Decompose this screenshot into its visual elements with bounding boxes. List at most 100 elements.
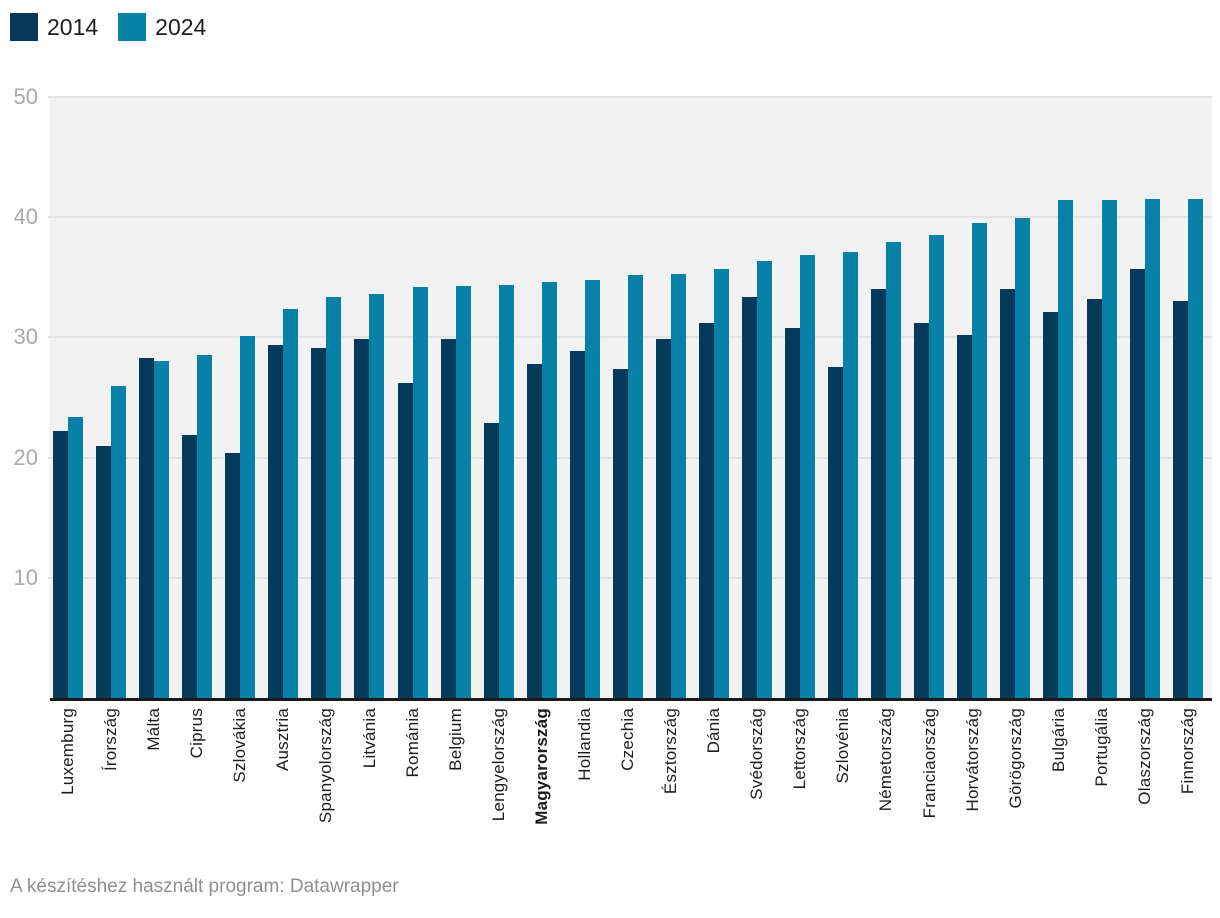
bar-group-lengyelorszag [483,97,514,698]
bar-2014-horvatorszag[interactable] [957,335,973,698]
bar-2014-irorszag[interactable] [96,445,112,698]
bar-group-lettorszag [785,97,816,698]
bar-group-nemetorszag [871,97,902,698]
bar-2024-dania[interactable] [713,268,729,698]
gridline-40 [48,216,1212,219]
bar-2014-portugalia[interactable] [1086,298,1102,698]
bar-2014-belgium[interactable] [440,338,456,698]
bar-2024-ciprus[interactable] [197,355,213,698]
legend-item-2024: 2024 [118,13,206,41]
bar-2014-gorogorszag[interactable] [1000,289,1016,698]
bar-2014-esztorszag[interactable] [655,338,671,698]
bar-2024-svedorszag[interactable] [757,260,772,698]
bar-group-franciaorszag [914,97,945,698]
bar-2024-belgium[interactable] [455,285,471,698]
bar-2024-romania[interactable] [412,286,428,698]
bar-2014-ausztria[interactable] [268,344,284,698]
y-tick-label-20: 20 [13,444,38,470]
bar-group-gorogorszag [1000,97,1031,698]
legend-swatch-2024-icon [118,13,147,41]
bar-group-szlovenia [828,97,859,698]
bar-2014-olaszorszag[interactable] [1129,268,1145,698]
bar-2014-magyarorszag[interactable] [526,363,542,698]
bar-group-czechia [612,97,643,698]
bar-2014-ciprus[interactable] [182,434,198,698]
x-axis-label-franciaorszag: Franciaország [919,708,939,819]
bar-2024-esztorszag[interactable] [670,273,686,698]
bar-2024-spanyolorszag[interactable] [326,296,342,698]
x-axis-label-czechia: Czechia [618,708,637,771]
bar-2014-finnorszag[interactable] [1172,301,1188,698]
legend-label-2014: 2014 [47,14,99,40]
x-axis-label-magyarorszag: Magyarország [531,708,551,825]
bar-group-hollandia [569,97,600,698]
bar-2014-dania[interactable] [698,323,714,698]
bar-2014-romania[interactable] [397,383,413,698]
x-axis-label-hollandia: Hollandia [574,708,594,781]
bar-2014-franciaorszag[interactable] [914,323,930,698]
bar-2024-gorogorszag[interactable] [1015,218,1031,698]
y-tick-label-10: 10 [13,564,38,590]
x-axis-label-horvatorszag: Horvátország [962,708,982,812]
bar-2014-luxemburg[interactable] [53,431,68,698]
bar-2014-lengyelorszag[interactable] [483,422,499,698]
bar-2024-luxemburg[interactable] [68,416,83,698]
bar-group-romania [397,97,428,698]
bar-group-esztorszag [655,97,686,698]
bar-2024-portugalia[interactable] [1101,200,1117,698]
bar-group-bulgaria [1043,97,1074,698]
bar-2014-bulgaria[interactable] [1043,312,1059,698]
bar-2024-czechia[interactable] [627,274,643,698]
x-axis-label-spanyolorszag: Spanyolország [316,708,336,824]
bar-2014-szlovenia[interactable] [828,367,844,698]
bar-2014-czechia[interactable] [612,368,628,698]
bar-2014-hollandia[interactable] [569,350,585,698]
bar-2024-nemetorszag[interactable] [886,242,902,698]
bar-2024-finnorszag[interactable] [1187,199,1203,698]
bar-2024-horvatorszag[interactable] [972,223,988,698]
bar-2024-franciaorszag[interactable] [929,235,945,698]
y-tick-label-40: 40 [13,204,38,230]
bar-2024-litvania[interactable] [369,294,385,698]
x-axis-label-gorogorszag: Görögország [1005,708,1025,809]
bar-2014-lettorszag[interactable] [785,327,801,698]
x-axis-label-irorszag: Írország [101,708,121,772]
chart-legend: 2014 2024 [10,13,206,41]
bar-group-portugalia [1086,97,1117,698]
bar-2024-magyarorszag[interactable] [541,282,557,698]
x-axis-label-szlovenia: Szlovénia [833,708,853,784]
x-axis-label-esztorszag: Észtország [661,708,681,795]
bar-group-belgium [440,97,471,698]
bar-2024-ausztria[interactable] [283,308,299,698]
x-axis-line [50,698,1212,701]
bar-group-litvania [354,97,385,698]
x-axis-label-ausztria: Ausztria [273,708,293,772]
chart-credit: A készítéshez használt program: Datawrap… [10,876,399,897]
x-axis-label-luxemburg: Luxemburg [58,708,77,795]
gridline-50 [48,96,1212,98]
bar-2014-szlovakia[interactable] [225,452,241,698]
bar-2014-malta[interactable] [139,357,155,698]
x-axis-label-nemetorszag: Németország [876,708,896,812]
x-axis-label-lettorszag: Lettország [790,708,810,790]
bar-2024-irorszag[interactable] [111,385,127,698]
x-axis-label-dania: Dánia [704,708,724,754]
bar-2024-lengyelorszag[interactable] [498,284,514,698]
bar-2014-svedorszag[interactable] [742,296,757,698]
bar-group-finnorszag [1172,97,1203,698]
bar-2024-olaszorszag[interactable] [1144,199,1160,698]
bar-2014-spanyolorszag[interactable] [311,348,327,698]
bar-group-dania [698,97,729,698]
y-tick-label-30: 30 [13,324,38,350]
bar-2014-nemetorszag[interactable] [871,289,887,698]
bar-2014-litvania[interactable] [354,338,370,698]
bar-2024-bulgaria[interactable] [1058,200,1074,698]
bar-group-szlovakia [225,97,256,698]
bar-2024-szlovenia[interactable] [843,252,859,698]
bar-2024-hollandia[interactable] [584,279,600,698]
bar-group-magyarorszag [526,97,557,698]
bar-2024-szlovakia[interactable] [240,336,256,698]
bar-2024-malta[interactable] [154,361,170,698]
x-axis-label-finnorszag: Finnország [1178,708,1197,795]
bar-2024-lettorszag[interactable] [800,254,816,698]
